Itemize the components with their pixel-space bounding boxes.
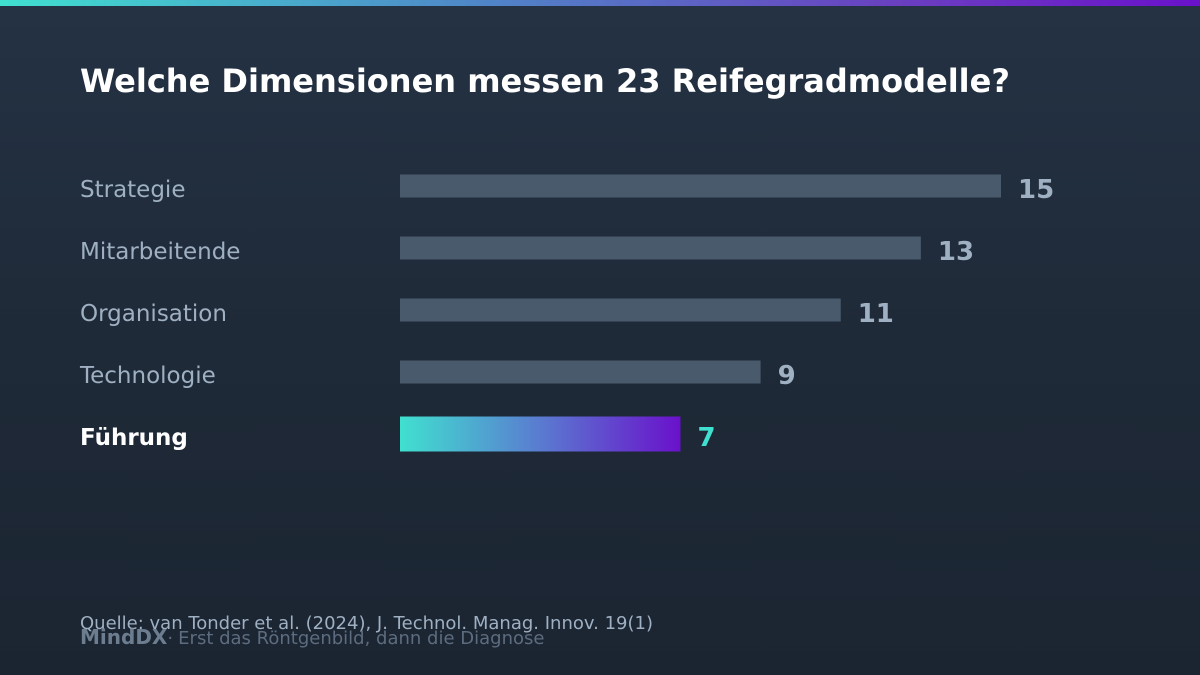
value-label-mitarbeitende: 13 bbox=[938, 237, 974, 267]
category-label-technologie: Technologie bbox=[79, 363, 216, 389]
source-citation: Quelle: van Tonder et al. (2024), J. Tec… bbox=[80, 613, 653, 634]
bar-technologie bbox=[400, 360, 761, 384]
value-label-strategie: 15 bbox=[1018, 175, 1054, 205]
category-label-strategie: Strategie bbox=[80, 177, 185, 203]
chart-title: Welche Dimensionen messen 23 Reifegradmo… bbox=[80, 62, 1010, 100]
value-label-f-hrung: 7 bbox=[697, 423, 715, 453]
bar-mitarbeitende bbox=[400, 236, 921, 260]
bar-organisation bbox=[400, 298, 841, 322]
brand-tagline: Erst das Röntgenbild, dann die Diagnose bbox=[178, 628, 545, 649]
brand-footer: MindDX· Erst das Röntgenbild, dann die D… bbox=[80, 625, 544, 649]
brand-separator: · bbox=[167, 628, 174, 649]
category-label-mitarbeitende: Mitarbeitende bbox=[80, 239, 240, 265]
bar-strategie bbox=[400, 174, 1001, 198]
value-label-technologie: 9 bbox=[778, 361, 796, 391]
category-label-f-hrung: Führung bbox=[80, 425, 188, 451]
category-label-organisation: Organisation bbox=[80, 301, 227, 327]
bar-f-hrung bbox=[400, 416, 681, 452]
top-accent-bar bbox=[0, 0, 1200, 6]
brand-name: MindDX bbox=[80, 625, 168, 649]
value-label-organisation: 11 bbox=[858, 299, 894, 329]
